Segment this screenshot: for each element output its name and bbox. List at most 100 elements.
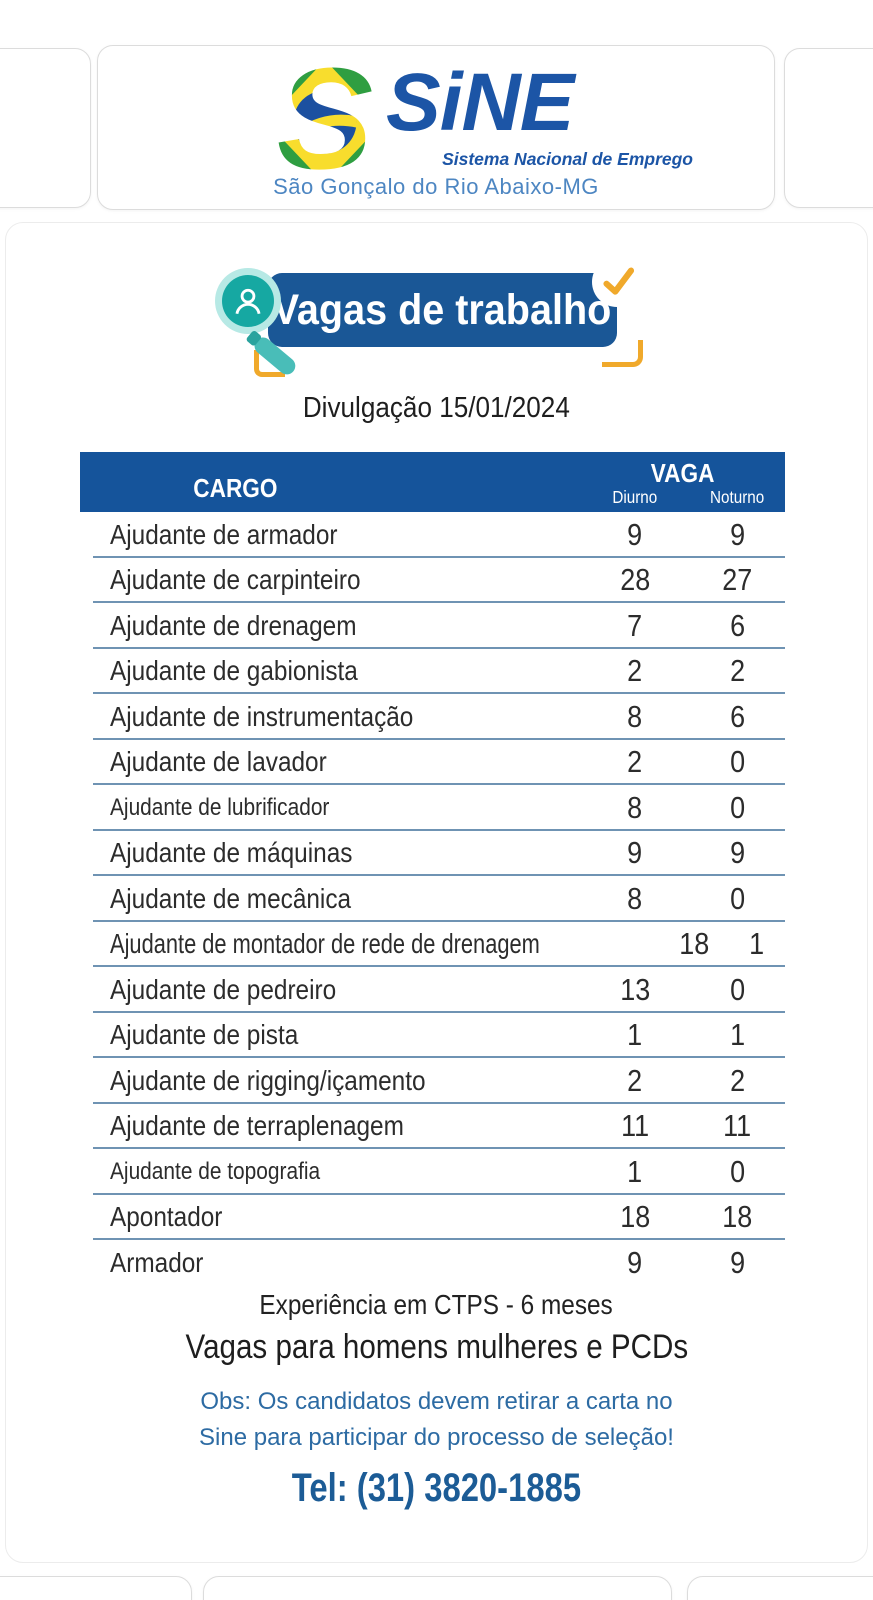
diurno-cell: 8 (627, 698, 643, 734)
table-row: Ajudante de pista 1 1 (80, 1013, 785, 1059)
diurno-cell: 9 (627, 516, 643, 552)
noturno-cell: 0 (729, 744, 746, 780)
brand-tagline: Sistema Nacional de Emprego (442, 149, 693, 169)
diurno-cell: 7 (627, 607, 643, 643)
noturno-cell: 2 (729, 1062, 746, 1098)
location-text: São Gonçalo do Rio Abaixo-MG (273, 174, 599, 199)
table-row: Ajudante de carpinteiro 28 27 (80, 558, 785, 604)
noturno-cell: 2 (729, 653, 746, 689)
cargo-cell: Ajudante de armador (110, 518, 338, 550)
table-row: Ajudante de instrumentação 8 6 (80, 694, 785, 740)
table-row: Ajudante de pedreiro 13 0 (80, 967, 785, 1013)
table-header: CARGO VAGA Diurno Noturno (80, 452, 785, 512)
table-row: Ajudante de topografia 1 0 (80, 1149, 785, 1195)
col-diurno-header: Diurno (612, 487, 658, 507)
cargo-cell: Apontador (110, 1201, 223, 1233)
noturno-cell: 27 (722, 562, 753, 598)
table-row: Ajudante de gabionista 2 2 (80, 649, 785, 695)
gallery-card-bottom-left[interactable] (0, 1576, 192, 1600)
col-noturno-header: Noturno (710, 487, 765, 507)
diurno-cell: 2 (627, 744, 643, 780)
cargo-cell: Armador (110, 1246, 204, 1278)
experience-note: Experiência em CTPS - 6 meses (259, 1289, 614, 1320)
phone-number: (31) 3820-1885 (356, 1466, 582, 1510)
table-row: Ajudante de drenagem 7 6 (80, 603, 785, 649)
table-row: Apontador 18 18 (80, 1195, 785, 1241)
corner-bracket-icon (602, 340, 643, 367)
sine-logo-card[interactable]: S SiNE Sistema Nacional de Emprego São G… (97, 45, 775, 210)
diurno-cell: 13 (619, 971, 650, 1007)
noturno-cell: 0 (729, 789, 746, 825)
diurno-cell: 18 (619, 1199, 650, 1235)
person-search-icon (222, 275, 274, 327)
diurno-cell: 28 (619, 562, 650, 598)
gallery-card-top-left[interactable] (0, 48, 91, 208)
audience-note: Vagas para homens mulheres e PCDs (185, 1328, 688, 1366)
diurno-cell: 1 (627, 1017, 643, 1053)
table-row: Ajudante de mecânica 8 0 (80, 876, 785, 922)
diurno-cell: 9 (627, 1244, 643, 1280)
vacancies-table: CARGO VAGA Diurno Noturno Ajudante de ar… (80, 452, 785, 1286)
gallery-card-bottom-middle[interactable] (203, 1576, 672, 1600)
diurno-cell: 8 (627, 880, 643, 916)
noturno-cell: 18 (722, 1199, 753, 1235)
table-row: Ajudante de lubrificador 8 0 (80, 785, 785, 831)
phone-label: Tel: (291, 1466, 348, 1510)
brazil-flag-s-logo-icon: S (276, 60, 374, 184)
diurno-cell: 8 (627, 789, 643, 825)
diurno-cell: 18 (679, 926, 710, 962)
cargo-cell: Ajudante de pedreiro (110, 973, 337, 1005)
cargo-cell: Ajudante de mecânica (110, 882, 352, 914)
brand-wordmark: SiNE (386, 57, 574, 148)
cargo-cell: Ajudante de terraplenagem (110, 1110, 404, 1142)
noturno-cell: 1 (748, 926, 764, 962)
cargo-cell: Ajudante de lavador (110, 746, 327, 778)
col-cargo-header: CARGO (192, 473, 278, 503)
gallery-card-top-right[interactable] (784, 48, 873, 208)
obs-note-line2: Sine para participar do processo de sele… (199, 1424, 674, 1451)
cargo-cell: Ajudante de topografia (110, 1157, 321, 1185)
table-row: Ajudante de montador de rede de drenagem… (80, 922, 785, 968)
noturno-cell: 0 (729, 1153, 746, 1189)
noturno-cell: 9 (729, 516, 746, 552)
col-vaga-header: VAGA (650, 458, 715, 488)
noturno-cell: 11 (723, 1108, 752, 1144)
table-row: Ajudante de máquinas 9 9 (80, 831, 785, 877)
diurno-cell: 2 (627, 1062, 643, 1098)
table-row: Ajudante de lavador 2 0 (80, 740, 785, 786)
vacancies-flyer-card[interactable] (5, 222, 868, 1563)
noturno-cell: 6 (729, 698, 746, 734)
corner-bracket-icon (254, 350, 285, 377)
obs-note-line1: Obs: Os candidatos devem retirar a carta… (200, 1388, 673, 1415)
table-row: Ajudante de terraplenagem 11 11 (80, 1104, 785, 1150)
banner-title: Vagas de trabalho (273, 285, 612, 334)
table-row: Armador 9 9 (80, 1240, 785, 1286)
noturno-cell: 9 (729, 835, 746, 871)
noturno-cell: 0 (729, 880, 746, 916)
diurno-cell: 11 (620, 1108, 650, 1144)
noturno-cell: 9 (729, 1244, 746, 1280)
job-banner: Vagas de trabalho (268, 273, 617, 347)
vacancy-table-body: Ajudante de armador 9 9 Ajudante de carp… (80, 512, 785, 1286)
noturno-cell: 6 (729, 607, 746, 643)
phone-line: Tel: (31) 3820-1885 (0, 1466, 873, 1511)
cargo-cell: Ajudante de máquinas (110, 837, 353, 869)
cargo-cell: Ajudante de gabionista (110, 655, 358, 687)
table-row: Ajudante de rigging/içamento 2 2 (80, 1058, 785, 1104)
cargo-cell: Ajudante de carpinteiro (110, 564, 361, 596)
noturno-cell: 0 (729, 971, 746, 1007)
cargo-cell: Ajudante de pista (110, 1019, 299, 1051)
diurno-cell: 9 (627, 835, 643, 871)
table-row: Ajudante de armador 9 9 (80, 512, 785, 558)
cargo-cell: Ajudante de instrumentação (110, 700, 414, 732)
cargo-cell: Ajudante de lubrificador (110, 793, 330, 821)
checkmark-icon (592, 257, 642, 307)
noturno-cell: 1 (729, 1017, 746, 1053)
cargo-cell: Ajudante de drenagem (110, 609, 357, 641)
cargo-cell: Ajudante de rigging/içamento (110, 1064, 426, 1096)
cargo-cell: Ajudante de montador de rede de drenagem (110, 928, 540, 960)
gallery-card-bottom-right[interactable] (687, 1576, 873, 1600)
diurno-cell: 1 (627, 1153, 643, 1189)
diurno-cell: 2 (627, 653, 643, 689)
